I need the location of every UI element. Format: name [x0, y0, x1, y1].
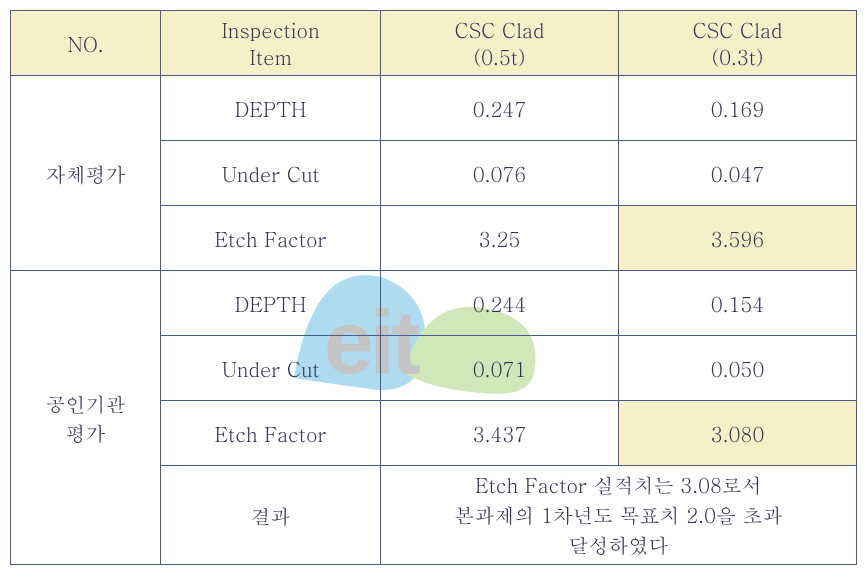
cell-item: DEPTH — [161, 76, 381, 141]
cell-value: 0.047 — [619, 141, 857, 206]
inspection-table: NO. Inspection Item CSC Clad (0.5t) CSC … — [10, 10, 857, 565]
cell-value: 0.071 — [381, 336, 619, 401]
header-no: NO. — [11, 11, 161, 76]
cell-value: 0.244 — [381, 271, 619, 336]
cell-value: 3.437 — [381, 401, 619, 466]
cell-result-label: 결과 — [161, 466, 381, 565]
header-csc-05: CSC Clad (0.5t) — [381, 11, 619, 76]
cell-value: 0.247 — [381, 76, 619, 141]
cell-value: 0.050 — [619, 336, 857, 401]
group1-label: 자체평가 — [11, 76, 161, 271]
cell-value-highlight: 3.596 — [619, 206, 857, 271]
header-inspection-item: Inspection Item — [161, 11, 381, 76]
table-row: 자체평가 DEPTH 0.247 0.169 — [11, 76, 857, 141]
cell-item: Under Cut — [161, 141, 381, 206]
cell-value: 0.076 — [381, 141, 619, 206]
table-row: 공인기관 평가 DEPTH 0.244 0.154 — [11, 271, 857, 336]
cell-item: Etch Factor — [161, 206, 381, 271]
group2-label: 공인기관 평가 — [11, 271, 161, 565]
cell-item: Under Cut — [161, 336, 381, 401]
table-header-row: NO. Inspection Item CSC Clad (0.5t) CSC … — [11, 11, 857, 76]
cell-result-text: Etch Factor 실적치는 3.08로서 본과제의 1차년도 목표치 2.… — [381, 466, 857, 565]
cell-item: DEPTH — [161, 271, 381, 336]
header-csc-03: CSC Clad (0.3t) — [619, 11, 857, 76]
cell-value-highlight: 3.080 — [619, 401, 857, 466]
cell-value: 3.25 — [381, 206, 619, 271]
cell-value: 0.154 — [619, 271, 857, 336]
cell-value: 0.169 — [619, 76, 857, 141]
cell-item: Etch Factor — [161, 401, 381, 466]
